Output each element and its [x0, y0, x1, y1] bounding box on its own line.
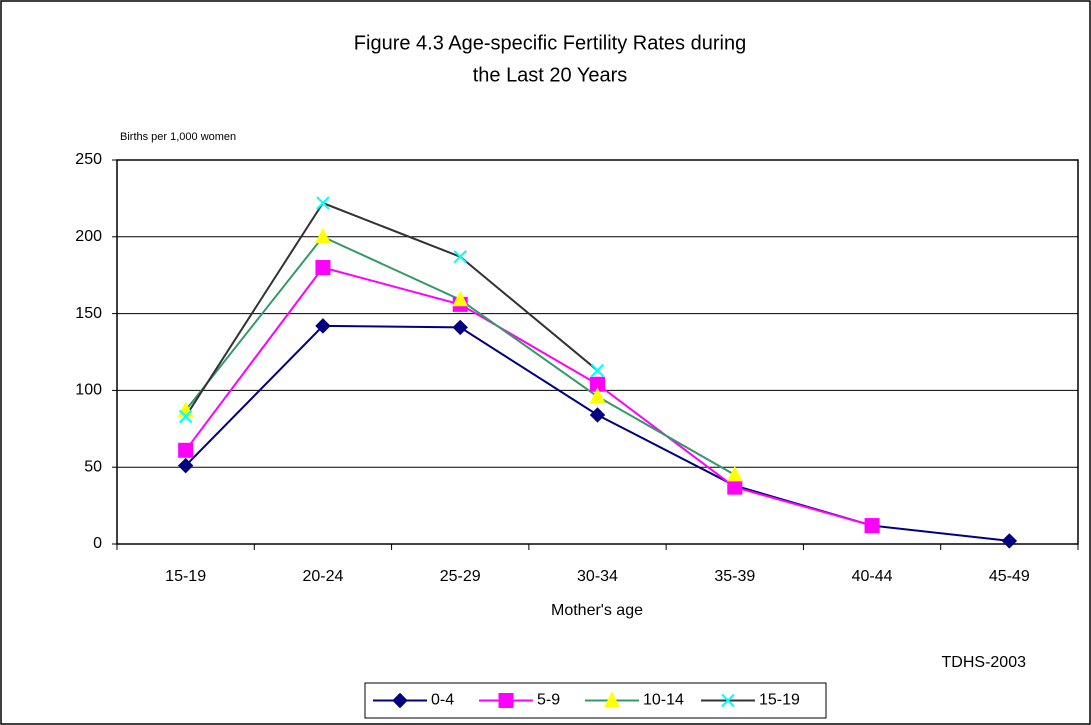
- legend-label: 10-14: [643, 692, 684, 709]
- marker: [177, 457, 194, 474]
- marker: [726, 465, 743, 482]
- marker: [315, 260, 331, 276]
- y-tick-label: 50: [84, 458, 102, 475]
- series-line: [184, 266, 873, 527]
- x-tick-label: 15-19: [165, 568, 206, 585]
- marker: [452, 290, 469, 307]
- marker: [315, 227, 331, 244]
- marker: [178, 442, 194, 458]
- marker: [392, 692, 408, 709]
- x-tick-label: 35-39: [714, 568, 755, 585]
- marker: [453, 250, 467, 264]
- x-axis-label: Mother's age: [551, 602, 643, 619]
- x-tick-label: 20-24: [302, 568, 343, 585]
- marker: [589, 407, 606, 423]
- source-note: TDHS-2003: [942, 654, 1027, 671]
- marker: [864, 518, 880, 534]
- marker: [315, 318, 331, 334]
- y-axis-label: Births per 1,000 women: [120, 131, 236, 143]
- marker: [589, 387, 606, 404]
- y-tick-label: 150: [75, 305, 102, 322]
- chart-title: Figure 4.3 Age-specific Fertility Rates …: [354, 32, 746, 54]
- x-tick-label: 45-49: [989, 568, 1030, 585]
- marker: [727, 479, 743, 495]
- legend-label: 5-9: [537, 692, 560, 709]
- marker: [316, 196, 330, 210]
- marker: [178, 409, 193, 424]
- legend-label: 15-19: [759, 692, 800, 709]
- x-tick-label: 40-44: [852, 568, 893, 585]
- y-tick-label: 100: [75, 382, 102, 399]
- marker: [1001, 533, 1018, 549]
- y-tick-label: 200: [75, 228, 102, 245]
- marker: [498, 693, 514, 708]
- y-tick-label: 0: [93, 535, 102, 552]
- marker: [721, 693, 735, 708]
- y-tick-label: 250: [75, 151, 102, 168]
- plot-border: [116, 159, 1079, 545]
- marker: [590, 363, 605, 378]
- x-tick-label: 30-34: [577, 568, 618, 585]
- marker: [604, 691, 620, 707]
- series-line: [184, 201, 599, 418]
- legend-label: 0-4: [431, 692, 454, 709]
- x-tick-label: 25-29: [440, 568, 481, 585]
- chart-title: the Last 20 Years: [473, 64, 628, 86]
- marker: [452, 319, 468, 336]
